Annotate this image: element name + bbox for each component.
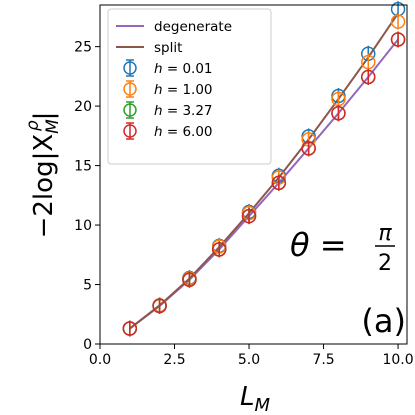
- y-tick-label: 20: [74, 99, 92, 115]
- data-point: [122, 321, 138, 336]
- x-tick-label: 0.0: [89, 352, 111, 368]
- data-point: [152, 298, 167, 314]
- legend-marker-circle: [123, 103, 137, 117]
- x-tick-label: 7.5: [312, 352, 334, 368]
- legend-marker-circle: [123, 124, 137, 138]
- legend-marker-circle: [123, 82, 137, 96]
- plot-frame: [99, 4, 408, 345]
- data-point: [390, 14, 406, 29]
- legend-label: h = 3.27: [154, 103, 213, 119]
- legend-label-variable: h: [154, 82, 163, 98]
- x-tick-label: 2.5: [163, 352, 185, 368]
- legend-label-value: = 1.00: [163, 82, 213, 98]
- y-axis-label-superscript: ρ: [23, 120, 43, 131]
- legend-label-value: = 0.01: [163, 61, 213, 77]
- y-axis-ticks: 0 5 10 15 20 25: [74, 40, 100, 353]
- plot-area: [122, 1, 406, 337]
- legend-frame: [107, 8, 272, 165]
- x-axis-label-subscript: M: [254, 395, 270, 415]
- theta-annotation: θ = π 2: [290, 221, 395, 276]
- theta-fraction-numerator: π: [378, 221, 392, 246]
- x-axis-ticks: 0.0 2.5 5.0 7.5 10.0: [89, 344, 414, 368]
- x-axis-label-main: L: [240, 382, 255, 412]
- y-tick-label: 10: [74, 218, 92, 234]
- y-axis-label-prefix: −2log|X: [29, 134, 59, 239]
- legend-label-value: = 3.27: [163, 103, 213, 119]
- legend-label-variable: h: [154, 103, 163, 119]
- data-point: [331, 105, 346, 121]
- series-line-split: [129, 12, 399, 330]
- x-tick-label: 10.0: [382, 352, 413, 368]
- data-point: [241, 208, 257, 224]
- y-tick-label: 0: [83, 337, 92, 353]
- x-axis-label: LM: [240, 382, 271, 415]
- legend-label-value: = 6.00: [163, 124, 213, 140]
- y-axis-label-subscript: M: [43, 119, 63, 134]
- data-point: [361, 69, 376, 85]
- legend-label-variable: h: [154, 124, 163, 140]
- y-tick-label: 25: [74, 40, 92, 56]
- legend-label: h = 0.01: [154, 61, 213, 77]
- data-point: [271, 175, 287, 191]
- legend-label: split: [154, 40, 182, 56]
- x-tick-label: 5.0: [238, 352, 260, 368]
- legend-label: h = 6.00: [154, 124, 213, 140]
- theta-fraction-denominator: 2: [378, 251, 392, 276]
- panel-label: (a): [361, 302, 406, 340]
- legend-label: degenerate: [154, 19, 232, 35]
- data-point: [182, 272, 197, 288]
- marker-series-3: [122, 31, 406, 337]
- theta-text: θ =: [290, 226, 347, 264]
- data-point: [390, 32, 406, 47]
- y-axis-label-suffix: |: [29, 112, 59, 121]
- legend-label-variable: h: [154, 61, 163, 77]
- y-tick-label: 15: [74, 159, 92, 175]
- y-tick-label: 5: [83, 278, 92, 294]
- y-axis-label: −2log|XMρ|: [23, 112, 63, 239]
- legend-marker-circle: [123, 61, 137, 75]
- data-point: [301, 141, 316, 156]
- data-point: [211, 242, 227, 257]
- data-point: [361, 54, 376, 70]
- legend-label: h = 1.00: [154, 82, 213, 98]
